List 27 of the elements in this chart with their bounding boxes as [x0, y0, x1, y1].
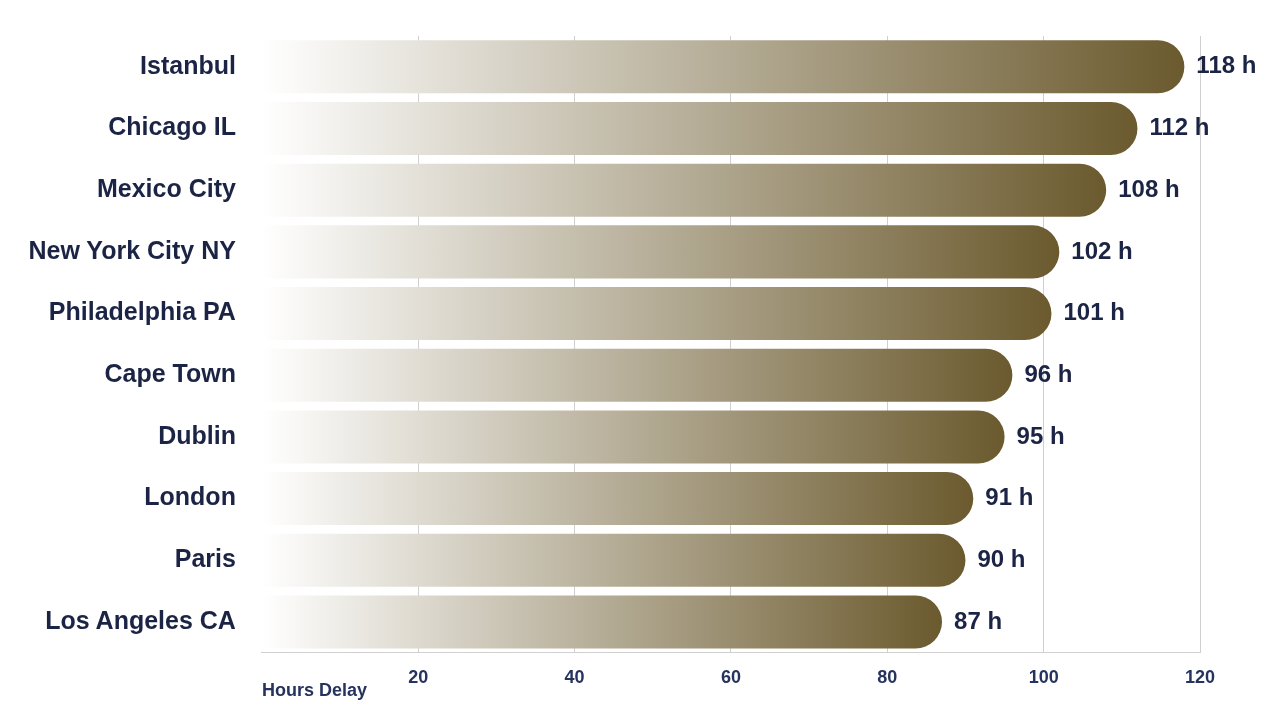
y-tick-label: Los Angeles CA: [45, 605, 236, 634]
x-tick-label: 40: [564, 666, 585, 687]
x-tick-label: 60: [720, 666, 741, 687]
y-tick-label: Mexico City: [96, 174, 237, 203]
x-tick-label: 100: [1028, 666, 1059, 687]
data-label: 91 h: [985, 483, 1034, 511]
y-tick-label: London: [144, 482, 236, 511]
y-tick-label: Dublin: [158, 420, 236, 449]
data-label: 90 h: [977, 544, 1026, 572]
data-label: 112 h: [1149, 113, 1210, 141]
y-tick-label: Chicago IL: [108, 112, 236, 141]
data-label: 87 h: [954, 606, 1003, 634]
x-tick-label: 20: [408, 666, 429, 687]
data-label: 102 h: [1071, 236, 1133, 264]
y-tick-label: Cape Town: [104, 359, 236, 388]
data-label: 96 h: [1024, 359, 1073, 387]
y-tick-label: Istanbul: [140, 50, 236, 79]
y-tick-label: New York City NY: [28, 235, 237, 264]
data-label: 118 h: [1196, 51, 1257, 79]
data-label: 108 h: [1118, 174, 1180, 202]
x-axis-title: Hours Delay: [261, 680, 367, 701]
y-tick-label: Paris: [174, 544, 236, 573]
x-tick-label: 120: [1184, 666, 1216, 687]
x-tick-label: 80: [877, 666, 898, 687]
data-label: 95 h: [1016, 421, 1065, 449]
data-label: 101 h: [1063, 298, 1125, 326]
y-tick-label: Philadelphia PA: [48, 297, 236, 326]
